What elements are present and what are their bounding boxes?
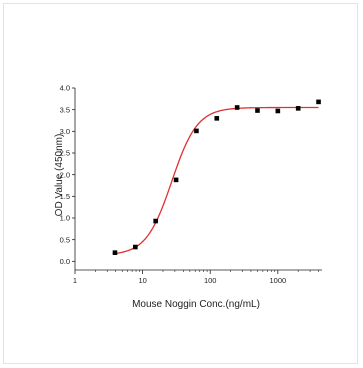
data-point xyxy=(275,108,281,114)
chart-frame xyxy=(3,3,358,364)
y-tick-label: 1.5 xyxy=(60,192,70,201)
data-point xyxy=(153,218,158,224)
data-point xyxy=(173,177,179,183)
data-point xyxy=(133,244,138,250)
data-point xyxy=(316,99,321,105)
data-point xyxy=(194,128,199,134)
y-axis-title: OD Value (450nm) xyxy=(54,134,65,217)
data-point xyxy=(214,116,220,121)
x-tick-label: 1000 xyxy=(269,276,286,285)
fit-curve-line xyxy=(114,106,319,255)
y-tick-label: 3.5 xyxy=(60,105,70,114)
y-tick-label: 2.0 xyxy=(60,170,70,179)
y-tick-label: 0.0 xyxy=(60,257,70,266)
y-tick-label: 4.0 xyxy=(60,84,70,93)
y-tick-label: 2.5 xyxy=(60,149,70,158)
data-point xyxy=(112,250,118,255)
y-tick-label: 0.5 xyxy=(60,235,70,244)
x-axis-title: Mouse Noggin Conc.(ng/mL) xyxy=(132,299,260,310)
y-tick-label: 3.0 xyxy=(60,127,70,136)
x-tick-label: 100 xyxy=(204,276,217,285)
data-point xyxy=(234,105,240,110)
data-point xyxy=(295,106,301,111)
plot-area: 0.0 0.5 1.0 1.5 2.0 2.5 3.0 3.5 4.0 1 10 100 1000 xyxy=(60,84,322,285)
x-tick-label: 1 xyxy=(73,276,77,285)
data-point xyxy=(255,108,260,113)
y-tick-label: 1.0 xyxy=(60,214,70,223)
x-tick-label: 10 xyxy=(138,276,146,285)
